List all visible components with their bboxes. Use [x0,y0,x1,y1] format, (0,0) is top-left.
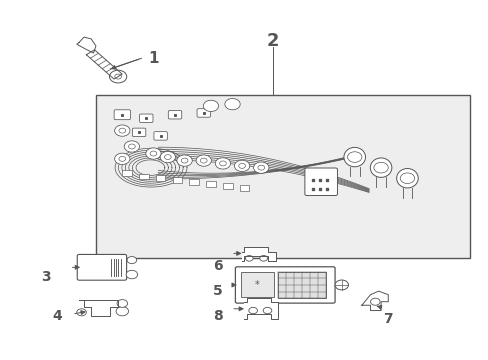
Circle shape [257,165,264,170]
Bar [189,179,199,185]
Circle shape [119,128,125,133]
Circle shape [114,125,130,136]
Circle shape [234,160,249,171]
Bar [96,95,469,258]
Bar [223,183,232,189]
Circle shape [114,153,130,165]
Circle shape [200,158,207,163]
Circle shape [253,162,268,173]
Text: 2: 2 [266,32,279,50]
Ellipse shape [343,147,365,167]
Circle shape [119,156,125,161]
Polygon shape [361,291,387,311]
Circle shape [126,270,137,279]
Ellipse shape [369,158,391,177]
FancyBboxPatch shape [114,110,130,120]
Circle shape [109,70,126,83]
Circle shape [181,158,187,163]
FancyBboxPatch shape [77,255,126,280]
Circle shape [127,257,137,264]
Text: 4: 4 [53,309,62,323]
Bar [239,185,249,190]
Circle shape [124,141,139,152]
FancyBboxPatch shape [139,114,153,122]
Circle shape [117,300,127,307]
Circle shape [196,155,211,166]
FancyBboxPatch shape [197,109,210,117]
FancyBboxPatch shape [235,267,334,303]
Polygon shape [244,298,278,319]
Text: *: * [255,280,259,290]
Polygon shape [79,300,117,316]
Circle shape [160,152,175,163]
Circle shape [248,307,257,314]
FancyBboxPatch shape [168,111,182,119]
Polygon shape [77,37,96,53]
Circle shape [224,99,240,110]
Polygon shape [242,247,275,261]
FancyBboxPatch shape [132,128,145,136]
Circle shape [245,256,253,261]
Circle shape [370,298,379,305]
Text: 8: 8 [213,309,223,323]
Bar [156,175,165,181]
Circle shape [116,307,128,316]
Text: 7: 7 [383,312,392,327]
Circle shape [259,256,267,261]
Circle shape [334,280,348,290]
FancyBboxPatch shape [304,168,337,195]
Bar [172,177,182,183]
Circle shape [145,148,161,159]
Polygon shape [86,50,122,79]
Circle shape [115,74,121,79]
Circle shape [128,144,135,149]
Bar [206,181,215,187]
Circle shape [347,152,361,162]
Circle shape [164,154,171,159]
Bar [139,174,148,179]
Ellipse shape [396,168,417,188]
Text: 1: 1 [148,51,159,66]
Text: 5: 5 [213,284,223,298]
Circle shape [150,151,157,156]
FancyBboxPatch shape [154,132,167,140]
Circle shape [177,155,192,166]
Text: 3: 3 [41,270,50,284]
Circle shape [219,161,226,166]
Bar [241,273,273,297]
Circle shape [238,163,245,168]
Text: 6: 6 [213,260,223,274]
Bar [122,170,132,176]
Circle shape [263,307,271,314]
Circle shape [399,173,414,184]
Circle shape [77,309,86,316]
Circle shape [215,158,230,169]
Circle shape [203,100,218,112]
Circle shape [373,162,387,173]
Bar [278,272,325,298]
